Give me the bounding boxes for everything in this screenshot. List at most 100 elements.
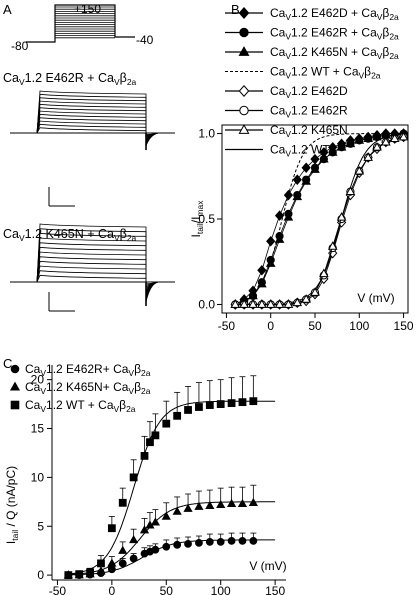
legend-b-text: CaV1.2 E462D <box>270 84 348 100</box>
chart-c-point-triangle <box>205 500 215 509</box>
chart-b-point-diamond <box>283 189 294 201</box>
chart-c-xlabel: V (mV) <box>249 559 286 573</box>
chart-c-point-triangle <box>118 545 128 554</box>
chart-b-point-diamond <box>301 162 311 173</box>
chart-c-ylabel: Itail / Q (nA/pC) <box>4 466 20 544</box>
chart-b-ytick-label: 1.0 <box>198 127 215 141</box>
protocol-steps <box>26 4 135 43</box>
chart-c-point-square <box>238 398 247 407</box>
chart-c-point-square <box>151 431 160 440</box>
chart-c-point-triangle <box>237 498 248 507</box>
chart-c-point-square <box>75 570 84 579</box>
chart-c-point-triangle <box>96 566 106 575</box>
chart-c-ytick-label: 5 <box>37 519 44 533</box>
chart-c-point-square <box>64 571 73 580</box>
legend-b-text: CaV1.2 K465N <box>270 123 348 139</box>
legend-c: CaV1.2 E462R+ CaVβ2a CaV1.2 K465N+ CaVβ2a… <box>9 362 151 414</box>
chart-c-point-circle <box>249 537 258 545</box>
chart-b-point-diamond <box>257 265 267 276</box>
chart-c-xtick-label: 50 <box>160 584 174 595</box>
chart-c-ytick-label: 15 <box>31 422 45 436</box>
chart-b-xlabel: V (mV) <box>357 291 394 305</box>
chart-c-point-triangle <box>161 511 171 520</box>
chart-b-point-triangle <box>363 152 373 161</box>
chart-c-point-square <box>195 403 203 411</box>
chart-b-xtick-label: 100 <box>349 319 369 333</box>
legend-c-text: CaV1.2 WT + CaVβ2a <box>25 398 136 414</box>
panel-label-a: A <box>3 2 12 17</box>
chart-b-point-triangle <box>283 299 294 308</box>
chart-b-point-triangle <box>389 133 400 143</box>
chart-c-marks <box>63 375 258 580</box>
chart-b-point-triangle <box>265 258 276 267</box>
chart-b-point-triangle <box>292 297 303 307</box>
protocol-hold-label: -80 <box>11 39 29 53</box>
legend-b-text: CaV1.2 WT + CaVβ2a <box>270 65 381 81</box>
chart-b-point-triangle <box>363 133 373 143</box>
chart-b-point-triangle <box>398 131 409 141</box>
chart-b-point-triangle <box>354 165 365 175</box>
legend-b-marker-diamond <box>238 84 250 98</box>
current-trace <box>36 223 159 303</box>
chart-c-ticks: -50 0 50 100 150 0 5 10 15 20 <box>31 373 286 595</box>
chart-b-point-triangle <box>372 142 382 151</box>
legend-b: CaV1.2 E462D + CaVβ2a CaV1.2 E462R + CaVβ… <box>225 6 399 159</box>
chart-c-xtick-label: 100 <box>211 584 231 595</box>
chart-c-xtick-label: 0 <box>109 584 116 595</box>
chart-b-xtick-label: 50 <box>308 319 322 333</box>
chart-b-point-triangle <box>283 212 294 221</box>
legend-b-marker-circle <box>239 27 249 38</box>
chart-c-point-square <box>146 438 154 447</box>
scale-bar-1 <box>48 187 75 207</box>
protocol-tail-label: -40 <box>136 33 154 47</box>
chart-b-point-triangle <box>265 299 276 308</box>
chart-b-point-triangle <box>310 287 320 296</box>
chart-c-point-square <box>140 451 149 460</box>
chart-c-point-triangle <box>216 499 226 508</box>
legend-c-marker-square <box>10 400 20 410</box>
current-traces-k465n <box>10 223 175 306</box>
trace-label-e462r: CaV1.2 E462R + CaVβ2a <box>3 71 137 87</box>
scale-bar-2 <box>48 292 75 312</box>
chart-b-point-triangle <box>248 290 258 300</box>
legend-b-text: CaV1.2 E462R + CaVβ2a <box>270 26 399 42</box>
current-traces-e462r <box>10 90 175 150</box>
chart-b-point-triangle <box>319 154 329 163</box>
chart-c-point-circle <box>173 540 182 549</box>
protocol-test-label: +150 <box>74 2 101 16</box>
chart-c-point-triangle <box>172 506 182 515</box>
chart-c-point-square <box>173 411 182 420</box>
chart-b-ytick-label: 0.0 <box>198 297 215 311</box>
legend-c-marker-circle <box>10 364 20 374</box>
chart-b-point-triangle <box>345 138 356 148</box>
legend-c-text: CaV1.2 K465N+ CaVβ2a <box>25 380 151 396</box>
chart-b-xtick-label: 0 <box>267 319 274 333</box>
chart-b-point-diamond <box>274 210 285 221</box>
chart-c-point-circle <box>129 554 138 563</box>
chart-b-point-triangle <box>301 176 311 185</box>
chart-c-point-circle <box>216 537 225 546</box>
chart-b-ytick-label: 0.5 <box>198 212 215 226</box>
chart-b-point-triangle <box>257 278 267 288</box>
voltage-protocol: -80 +150 -40 <box>11 2 154 53</box>
chart-c-point-square <box>107 524 116 533</box>
chart-c-xtick-label: 150 <box>265 584 285 595</box>
chart-b-point-triangle <box>327 241 338 250</box>
chart-b-point-triangle <box>248 299 258 308</box>
chart-b: -50 0 50 100 150 0.0 0.5 1.0 V (mV) Itail/Imax <box>189 124 414 333</box>
chart-b-point-triangle <box>301 294 311 303</box>
chart-b-point-triangle <box>310 164 320 173</box>
chart-b-point-diamond <box>266 235 276 247</box>
chart-c-point-circle <box>205 537 214 546</box>
chart-b-point-triangle <box>327 147 338 156</box>
chart-b-point-triangle <box>354 135 365 144</box>
chart-b-point-triangle <box>230 299 241 308</box>
chart-c-point-triangle <box>183 503 193 512</box>
chart-c-point-square <box>162 419 171 428</box>
current-trace <box>36 90 159 147</box>
chart-c-point-square <box>216 400 225 408</box>
chart-c-ytick-label: 0 <box>37 568 44 582</box>
chart-b-point-triangle <box>345 186 356 196</box>
current-trace <box>36 260 159 290</box>
